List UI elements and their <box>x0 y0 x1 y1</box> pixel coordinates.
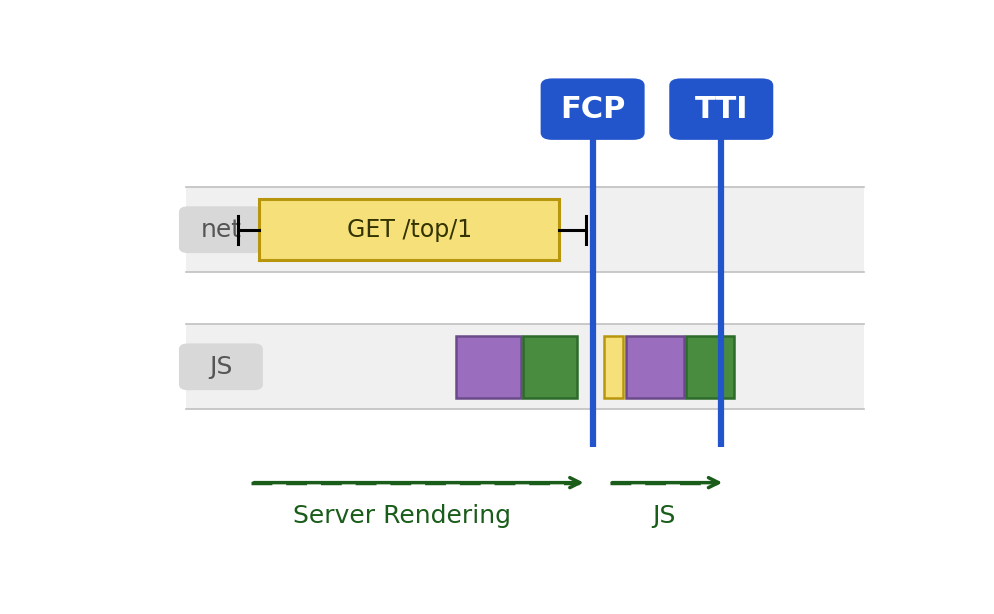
FancyBboxPatch shape <box>523 336 578 397</box>
FancyBboxPatch shape <box>455 336 521 397</box>
FancyBboxPatch shape <box>604 336 623 397</box>
FancyBboxPatch shape <box>626 336 684 397</box>
Text: net: net <box>201 218 242 242</box>
Text: TTI: TTI <box>695 95 748 123</box>
Text: JS: JS <box>210 355 233 379</box>
FancyBboxPatch shape <box>541 79 645 140</box>
FancyBboxPatch shape <box>259 199 560 260</box>
Text: GET /top/1: GET /top/1 <box>347 218 472 242</box>
FancyBboxPatch shape <box>186 324 864 410</box>
FancyBboxPatch shape <box>669 79 773 140</box>
FancyBboxPatch shape <box>686 336 735 397</box>
FancyBboxPatch shape <box>186 187 864 272</box>
FancyBboxPatch shape <box>179 206 262 253</box>
Text: Server Rendering: Server Rendering <box>292 503 511 527</box>
Text: FCP: FCP <box>560 95 625 123</box>
Text: JS: JS <box>652 503 675 527</box>
FancyBboxPatch shape <box>179 343 262 391</box>
